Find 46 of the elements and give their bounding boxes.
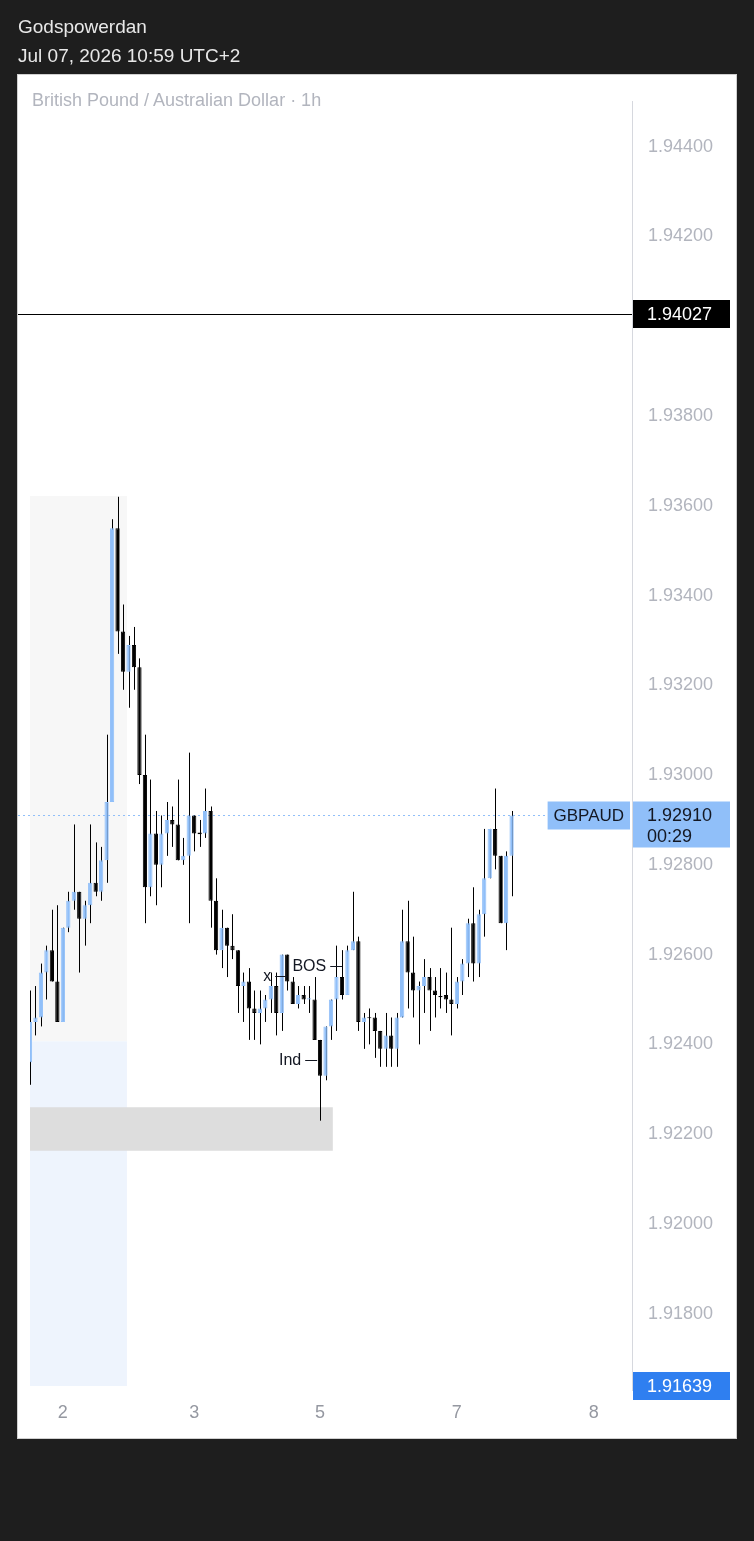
y-tick-label: 1.93600	[648, 494, 714, 515]
candlestick	[449, 927, 454, 1036]
text: 00:29	[647, 826, 693, 847]
y-tick-label: 1.92800	[648, 853, 714, 874]
candlestick	[427, 967, 432, 1032]
y-tick-label: 1.93400	[648, 584, 714, 605]
candlestick	[33, 985, 38, 1036]
x-tick-label: 2	[57, 1401, 68, 1422]
y-tick-label: 1.91800	[648, 1302, 714, 1323]
y-tick-label: 1.92400	[648, 1033, 714, 1054]
y-tick-label: 1.92200	[648, 1123, 714, 1144]
y-tick-label: 1.93800	[648, 404, 714, 425]
candlestick	[82, 900, 87, 947]
x-tick-label: 8	[588, 1401, 599, 1422]
chart-title: British Pound / Australian Dollar · 1h	[32, 89, 322, 110]
band-label: 1.91639	[647, 1375, 713, 1396]
text: Godspowerdan	[18, 15, 148, 39]
text: Jul 07, 2026 10:59 UTC+2	[18, 44, 241, 68]
y-tick-label: 1.92000	[648, 1212, 714, 1233]
y-tick-label: 1.94400	[648, 135, 714, 156]
ref-line-label: 1.94027	[647, 304, 713, 325]
annotation: Ind	[278, 1050, 302, 1068]
candlestick	[44, 945, 49, 1000]
candlestick	[383, 1012, 388, 1068]
annotation: x	[263, 966, 272, 984]
ref-line-label: 1.92910	[647, 805, 713, 826]
candlestick	[334, 945, 339, 1032]
candlestick	[443, 972, 449, 1014]
y-tick-label: 1.92600	[648, 943, 714, 964]
y-tick-label: 1.93200	[648, 674, 714, 695]
candlestick	[230, 913, 235, 960]
x-tick-label: 7	[451, 1401, 462, 1422]
x-tick-label: 5	[315, 1401, 326, 1422]
candlestick	[241, 972, 246, 1023]
x-tick-label: 3	[189, 1401, 200, 1422]
y-tick-label: 1.94200	[648, 225, 714, 246]
annotation: BOS	[292, 956, 327, 974]
candlestick	[389, 1016, 394, 1068]
candlestick	[252, 990, 257, 1041]
annotation: GBPAUD	[553, 806, 625, 826]
candlestick	[416, 981, 421, 1045]
candlestick	[361, 1012, 366, 1050]
candlestick	[372, 1012, 377, 1059]
candlestick	[257, 990, 262, 1045]
y-tick-label: 1.93000	[648, 764, 714, 785]
candlestick	[219, 909, 224, 969]
